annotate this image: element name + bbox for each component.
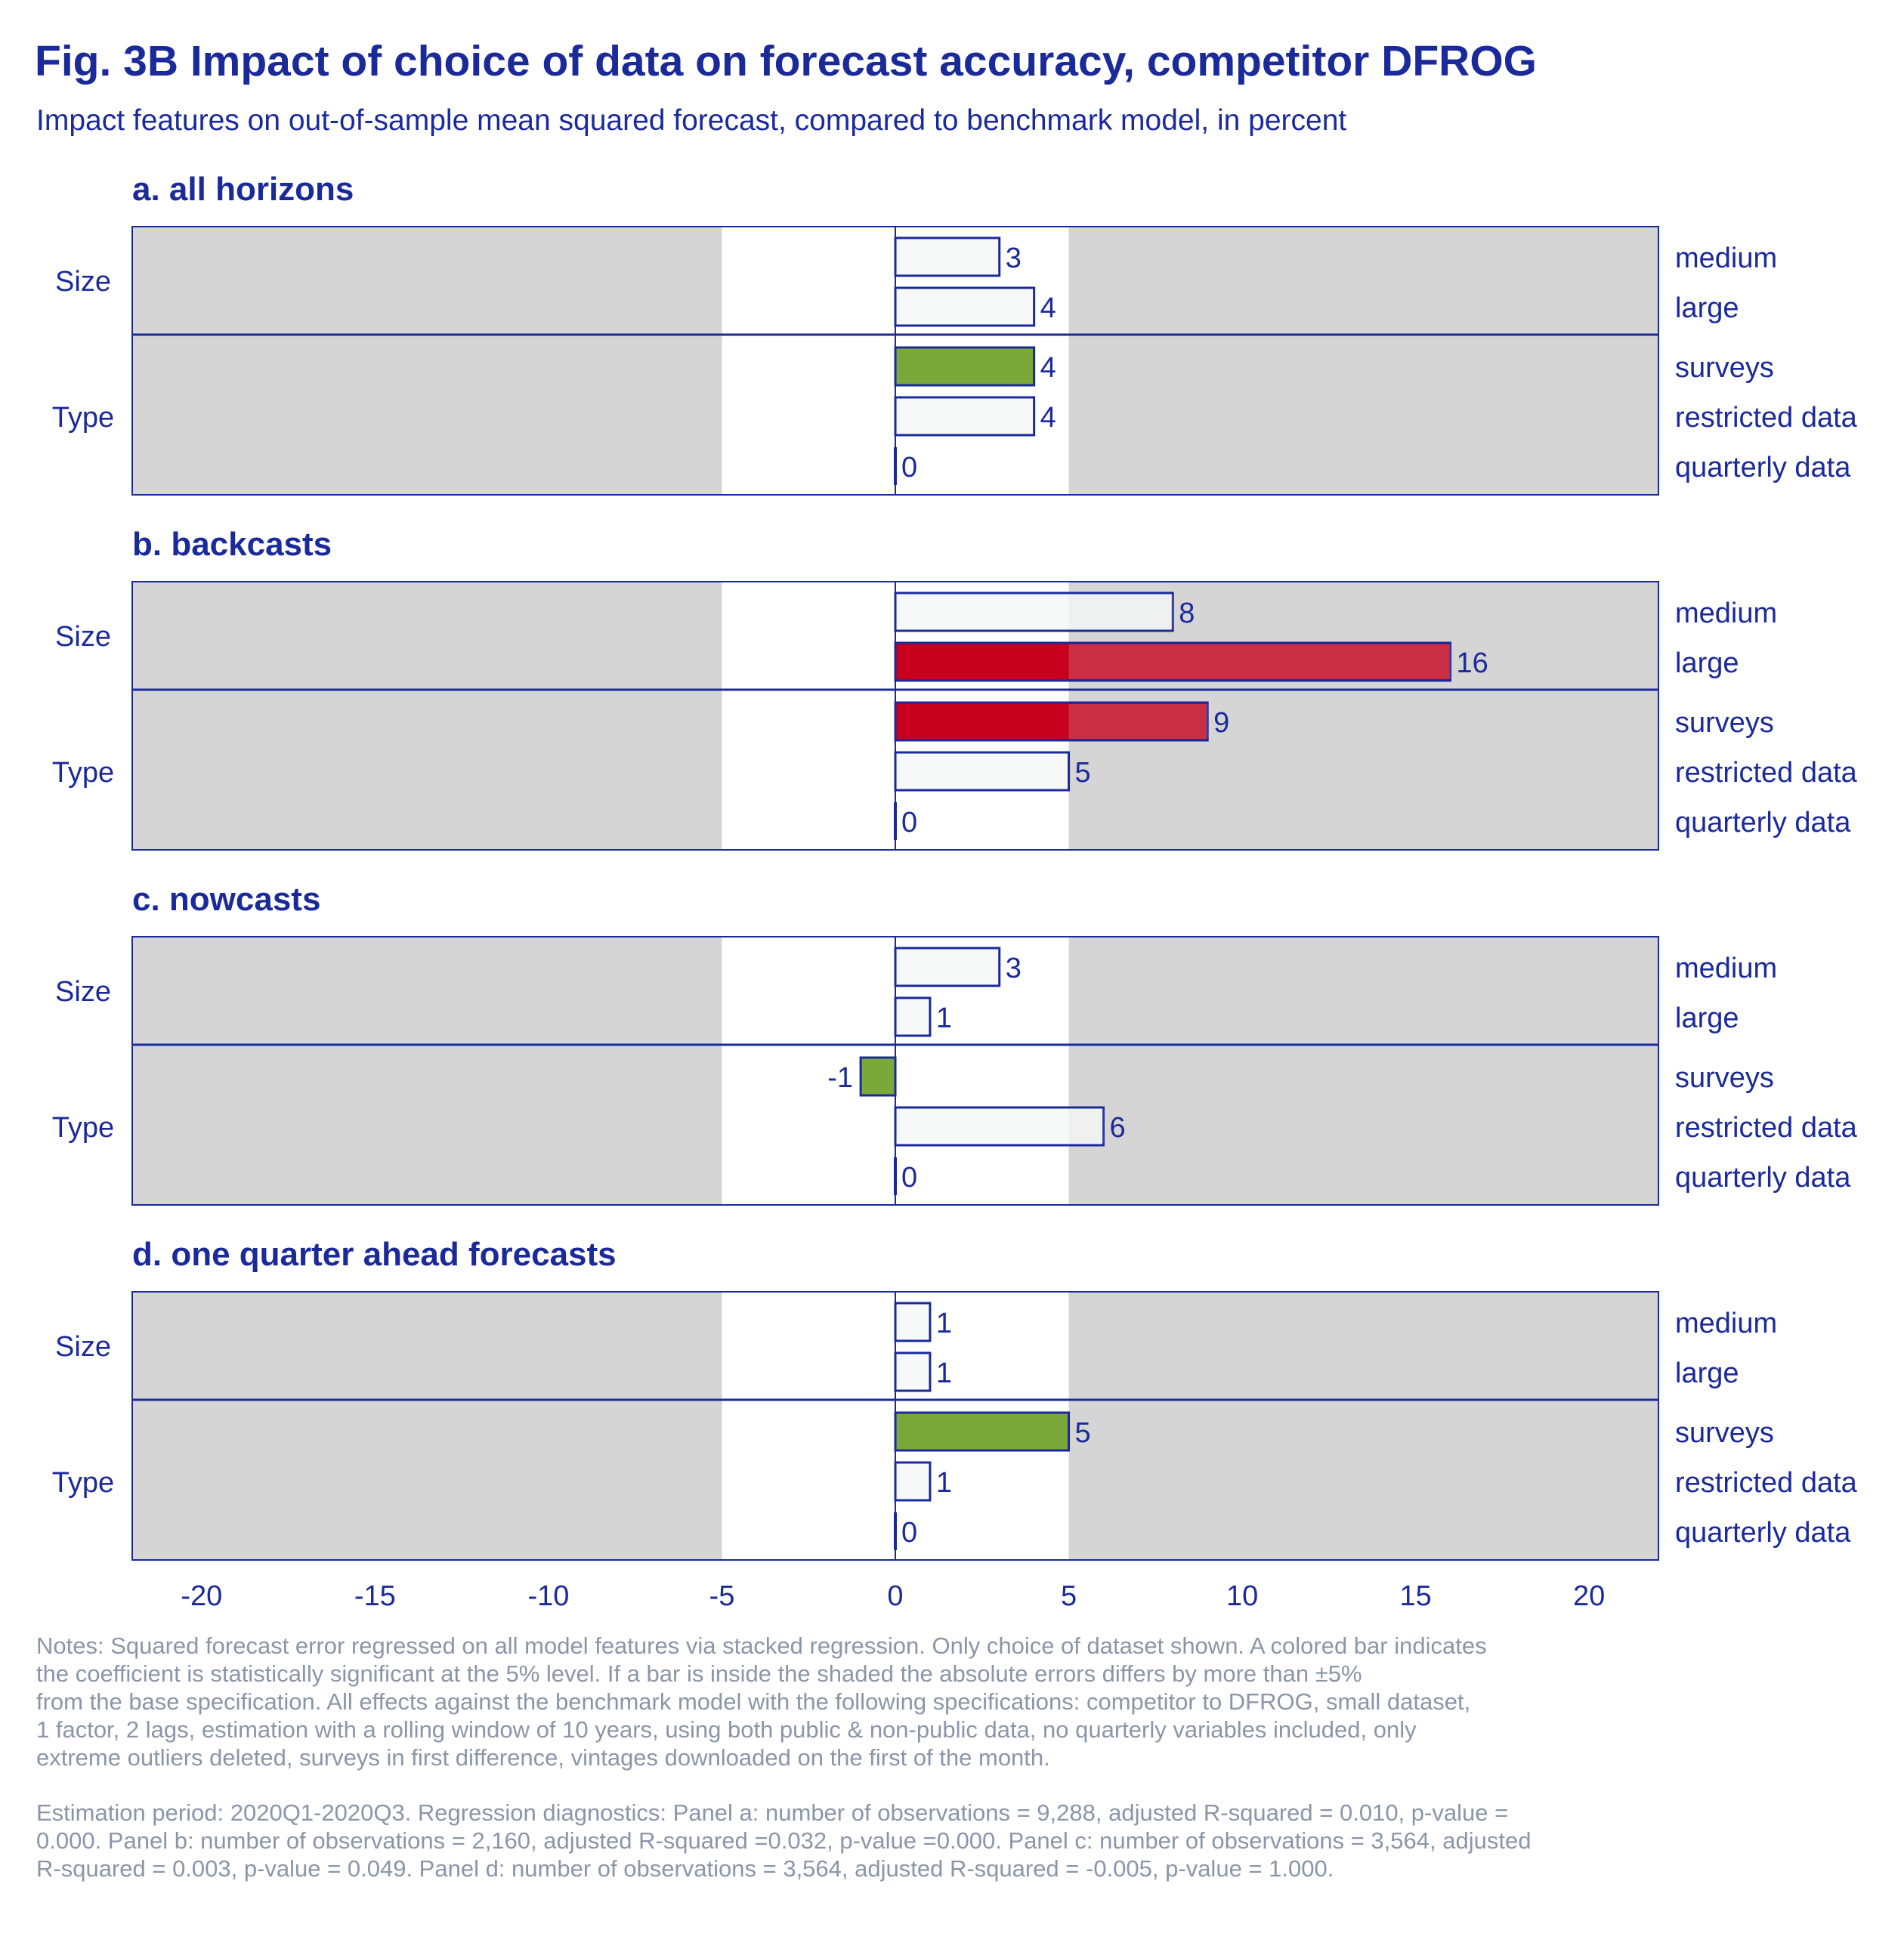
bar — [894, 947, 1001, 987]
bar-shade-overlay — [1068, 1109, 1104, 1144]
group-label-size: Size — [55, 1331, 111, 1363]
panel-title: c. nowcasts — [132, 881, 320, 918]
bar — [894, 236, 1001, 277]
data-label: 0 — [901, 807, 917, 839]
data-label: 1 — [936, 1467, 952, 1499]
category-label: quarterly data — [1675, 807, 1851, 839]
data-label: 3 — [1006, 953, 1022, 984]
bar — [894, 346, 1036, 387]
bar — [894, 701, 1209, 742]
shaded-region-right — [1068, 227, 1658, 495]
category-label: surveys — [1675, 707, 1774, 739]
group-label-type: Type — [52, 1467, 114, 1499]
shaded-region-left — [132, 227, 722, 495]
data-label: -1 — [827, 1062, 853, 1094]
bar — [894, 396, 1036, 437]
category-label: restricted data — [1675, 1467, 1858, 1499]
group-label-type: Type — [52, 757, 114, 789]
category-label: medium — [1675, 953, 1777, 984]
group-label-size: Size — [55, 621, 111, 653]
bar — [894, 641, 1452, 682]
x-tick-label: -15 — [354, 1580, 396, 1612]
bar — [894, 286, 1036, 327]
data-label: 4 — [1040, 402, 1056, 434]
x-tick-label: 15 — [1399, 1580, 1431, 1612]
data-label: 9 — [1213, 707, 1229, 739]
panel-title: d. one quarter ahead forecasts — [132, 1236, 617, 1273]
x-tick-label: 20 — [1573, 1580, 1605, 1612]
bar-chart: a. all horizons 3 medium 4 large 4 surveys 4 res… — [52, 171, 1858, 1612]
figure-subtitle: Impact features on out-of-sample mean sq… — [36, 104, 1347, 137]
category-label: quarterly data — [1675, 1162, 1851, 1194]
bar — [894, 1461, 932, 1502]
data-label: 4 — [1040, 292, 1056, 324]
data-label: 0 — [901, 1162, 917, 1194]
bar — [894, 1302, 932, 1342]
data-label: 6 — [1109, 1112, 1125, 1144]
category-label: large — [1675, 1002, 1739, 1034]
bar — [894, 591, 1174, 632]
category-label: surveys — [1675, 1062, 1774, 1094]
category-label: restricted data — [1675, 1112, 1858, 1144]
data-label: 4 — [1040, 352, 1056, 384]
category-label: surveys — [1675, 352, 1774, 384]
group-label-size: Size — [55, 266, 111, 298]
group-label-size: Size — [55, 976, 111, 1008]
category-label: large — [1675, 647, 1739, 679]
data-label: 1 — [936, 1308, 952, 1339]
shaded-region-left — [132, 1292, 722, 1560]
category-label: surveys — [1675, 1417, 1774, 1449]
category-label: restricted data — [1675, 402, 1858, 434]
notes-paragraph-2: Estimation period: 2020Q1-2020Q3. Regres… — [36, 1799, 1532, 1882]
shaded-region-right — [1068, 1292, 1658, 1560]
x-tick-label: 5 — [1061, 1580, 1077, 1612]
category-label: medium — [1675, 598, 1777, 629]
shaded-region-left — [132, 582, 722, 850]
category-label: large — [1675, 292, 1739, 324]
bar-shade-overlay — [1068, 644, 1451, 679]
bar — [894, 1106, 1105, 1147]
data-label: 1 — [936, 1002, 952, 1034]
group-label-type: Type — [52, 402, 114, 434]
x-tick-label: -5 — [709, 1580, 735, 1612]
data-label: 8 — [1179, 598, 1195, 629]
category-label: medium — [1675, 1308, 1777, 1339]
panel-frame — [131, 581, 1659, 851]
data-label: 16 — [1457, 647, 1488, 679]
category-label: quarterly data — [1675, 452, 1851, 483]
shaded-region-right — [1068, 937, 1658, 1205]
notes-paragraph-1: Notes: Squared forecast error regressed … — [36, 1632, 1487, 1771]
data-label: 3 — [1006, 242, 1022, 274]
x-tick-label: 10 — [1226, 1580, 1258, 1612]
x-tick-label: 0 — [887, 1580, 903, 1612]
data-label: 5 — [1075, 757, 1091, 789]
bar-shade-overlay — [1068, 595, 1173, 629]
panel-frame — [131, 1291, 1659, 1561]
data-label: 0 — [901, 1517, 917, 1549]
category-label: medium — [1675, 242, 1777, 274]
bar — [859, 1056, 897, 1097]
panel-frame — [131, 936, 1659, 1206]
bar — [894, 1411, 1071, 1452]
bar — [894, 996, 932, 1037]
x-tick-label: -10 — [527, 1580, 569, 1612]
shaded-region-left — [132, 937, 722, 1205]
bar — [894, 1351, 932, 1392]
panel-title: b. backcasts — [132, 526, 332, 563]
panel-title: a. all horizons — [132, 171, 354, 208]
category-label: quarterly data — [1675, 1517, 1851, 1549]
figure-title: Fig. 3B Impact of choice of data on fore… — [35, 37, 1538, 85]
category-label: restricted data — [1675, 757, 1858, 789]
bar — [894, 751, 1071, 792]
x-tick-label: -20 — [181, 1580, 222, 1612]
data-label: 0 — [901, 452, 917, 483]
panel-frame — [131, 226, 1659, 496]
bar-shade-overlay — [1068, 704, 1208, 739]
data-label: 1 — [936, 1358, 952, 1389]
group-label-type: Type — [52, 1112, 114, 1144]
category-label: large — [1675, 1358, 1739, 1389]
notes: Notes: Squared forecast error regressed … — [36, 1632, 1872, 1910]
data-label: 5 — [1075, 1417, 1091, 1449]
